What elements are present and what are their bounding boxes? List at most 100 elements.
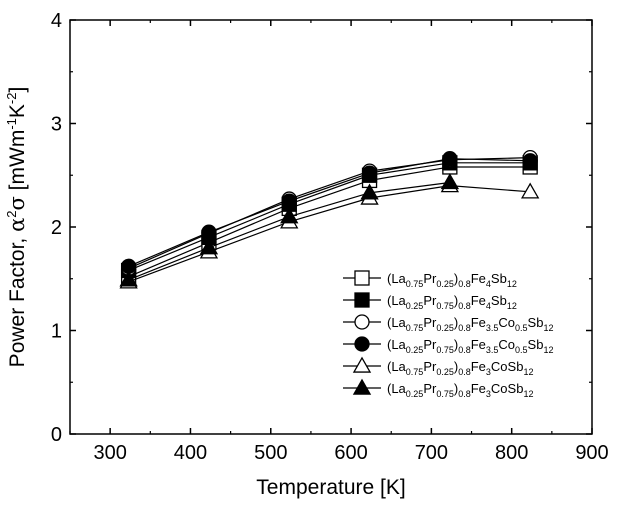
legend-label-text: (La: [387, 293, 407, 308]
series-5-point: [520, 182, 540, 199]
y-axis-title-sigma: σ: [5, 196, 29, 210]
legend-label-subscript: 12: [543, 323, 553, 333]
legend-label-subscript: 0.8: [458, 345, 471, 355]
legend-label-text: Fe: [471, 359, 486, 374]
series-6-point: [119, 270, 138, 287]
legend-marker: [354, 336, 370, 352]
x-tick-label: 400: [174, 442, 207, 464]
x-axis-title: Temperature [K]: [256, 476, 405, 499]
series-3: [120, 150, 538, 277]
legend-label-subscript: 0.8: [458, 389, 471, 399]
legend-label-text: CoSb: [491, 381, 524, 396]
legend-label-text: Pr: [423, 271, 437, 286]
legend-label-subscript: 0.25: [406, 301, 424, 311]
y-axis-title: Power Factor, α2σ [mWm-1K-2]: [4, 87, 29, 368]
legend-label-text: ): [454, 381, 458, 396]
y-tick-label: 4: [51, 10, 62, 32]
legend-item-5: (La0.75Pr0.25)0.8Fe3CoSb12: [343, 356, 533, 377]
legend-marker: [352, 356, 372, 373]
series-2-line: [128, 162, 531, 272]
y-tick-label: 3: [51, 114, 62, 136]
legend-label-text: (La: [387, 381, 407, 396]
legend-label-text: Sb: [491, 271, 507, 286]
legend-label-subscript: 0.5: [515, 345, 528, 355]
legend-label-text: Sb: [491, 293, 507, 308]
legend-label-subscript: 0.25: [406, 389, 424, 399]
legend-item-1: (La0.75Pr0.25)0.8Fe4Sb12: [343, 270, 517, 289]
legend-label-subscript: 0.8: [458, 367, 471, 377]
legend-label-text: Pr: [423, 381, 437, 396]
series-3-line: [128, 157, 531, 269]
legend-label-subscript: 12: [507, 301, 517, 311]
legend-label: (La0.75Pr0.25)0.8Fe4Sb12: [387, 271, 517, 289]
series-4-point: [522, 153, 538, 169]
legend-label-text: Pr: [423, 337, 437, 352]
legend-label-subscript: 0.25: [406, 345, 424, 355]
legend-label-text: ): [454, 293, 458, 308]
series-4-point: [201, 224, 217, 240]
legend-label: (La0.75Pr0.25)0.8Fe3.5Co0.5Sb12: [387, 315, 553, 333]
legend-label-text: Sb: [528, 337, 544, 352]
legend-label-subscript: 0.75: [406, 367, 424, 377]
series-6-point: [199, 238, 219, 255]
legend-label: (La0.25Pr0.75)0.8Fe3CoSb12: [387, 381, 533, 399]
x-tick-label: 300: [93, 442, 126, 464]
legend-label-subscript: 12: [523, 367, 533, 377]
series-group: [119, 150, 540, 289]
legend-label-subscript: 4: [486, 301, 491, 311]
legend-label-text: Pr: [423, 359, 437, 374]
legend-item-6: (La0.25Pr0.75)0.8Fe3CoSb12: [343, 378, 533, 399]
legend-label-subscript: 0.5: [515, 323, 528, 333]
legend-label-subscript: 0.75: [436, 345, 454, 355]
legend-label-text: Fe: [471, 337, 486, 352]
series-6: [119, 173, 460, 287]
legend-label: (La0.25Pr0.75)0.8Fe3.5Co0.5Sb12: [387, 337, 553, 355]
y-axis-title-alpha: α: [5, 218, 29, 232]
legend-label: (La0.25Pr0.75)0.8Fe4Sb12: [387, 293, 517, 311]
series-4-point: [442, 151, 458, 167]
legend-marker: [354, 292, 370, 308]
y-axis-title-prefix: Power Factor,: [6, 232, 29, 367]
legend-label-subscript: 12: [523, 389, 533, 399]
legend-label-subscript: 0.75: [436, 389, 454, 399]
series-6-point: [440, 173, 460, 190]
y-tick-label: 1: [51, 321, 62, 343]
legend-label-subscript: 0.25: [436, 323, 454, 333]
legend-label-text: (La: [387, 359, 407, 374]
legend-label-subscript: 0.75: [436, 301, 454, 311]
x-tick-label: 800: [495, 442, 528, 464]
series-1: [120, 159, 538, 285]
legend-label-subscript: 0.75: [406, 279, 424, 289]
y-axis-title-sup-m1: -1: [4, 118, 19, 130]
legend-label-subscript: 3: [486, 367, 491, 377]
legend-label-text: Fe: [471, 293, 486, 308]
legend-label-text: ): [454, 359, 458, 374]
legend-label-text: (La: [387, 337, 407, 352]
legend-label-text: ): [454, 271, 458, 286]
legend-label-subscript: 4: [486, 279, 491, 289]
series-4-point: [361, 165, 378, 181]
series-4: [120, 151, 538, 274]
legend-item-3: (La0.75Pr0.25)0.8Fe3.5Co0.5Sb12: [343, 314, 553, 333]
legend-label-subscript: 12: [543, 345, 553, 355]
y-tick-label: 0: [51, 424, 62, 446]
legend-item-4: (La0.25Pr0.75)0.8Fe3.5Co0.5Sb12: [343, 336, 553, 355]
legend-label-subscript: 0.25: [436, 367, 454, 377]
legend-label-text: (La: [387, 315, 407, 330]
legend-label-subscript: 3.5: [486, 345, 499, 355]
legend-label-text: (La: [387, 271, 407, 286]
series-4-line: [128, 158, 531, 267]
legend-label: (La0.75Pr0.25)0.8Fe3CoSb12: [387, 359, 533, 377]
series-4-point: [281, 193, 297, 209]
legend-label-subscript: 12: [507, 279, 517, 289]
legend-marker: [352, 378, 372, 395]
legend-label-text: CoSb: [491, 359, 524, 374]
y-axis-title-sup2: 2: [4, 211, 19, 218]
legend-label-text: Fe: [471, 315, 486, 330]
legend-marker: [354, 270, 370, 286]
legend-label-subscript: 0.25: [436, 279, 454, 289]
legend-label-subscript: 3.5: [486, 323, 499, 333]
legend-label-text: Fe: [471, 381, 486, 396]
legend-label-subscript: 3: [486, 389, 491, 399]
